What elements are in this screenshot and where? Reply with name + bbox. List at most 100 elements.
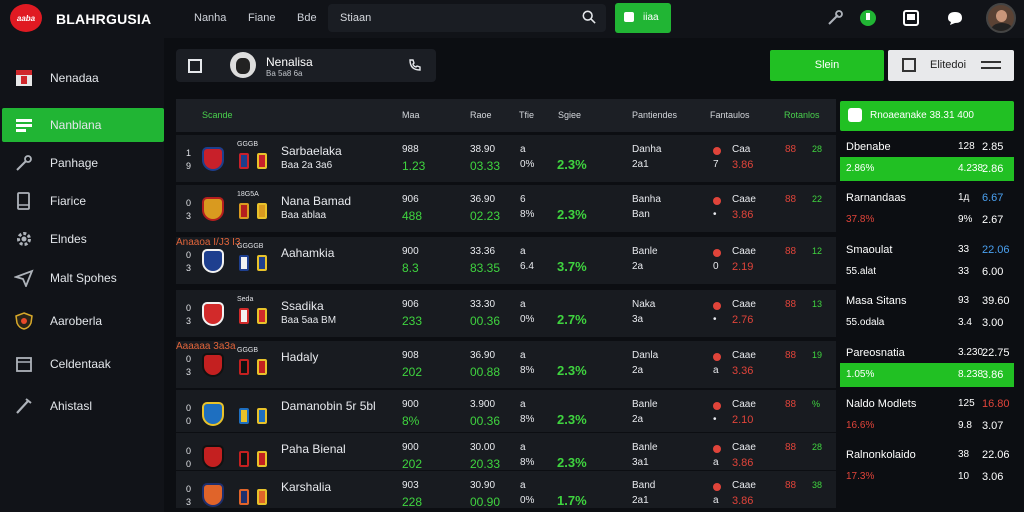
cell-tfie-1: a	[520, 399, 526, 410]
entry-value-2: 39.60	[982, 295, 1010, 307]
checkbox-icon[interactable]	[188, 59, 202, 73]
cell-fantaulos-2: a	[713, 365, 719, 376]
red-dot-icon	[713, 302, 721, 310]
entry-percent: 17.3%	[846, 471, 875, 482]
col-header[interactable]: Maa	[402, 110, 420, 120]
col-header[interactable]: Tfie	[519, 110, 535, 120]
sidebar-item-2[interactable]: Panhage	[2, 146, 164, 180]
table-header: Scande Maa Raoe Tfie Sgiee Pantiendes Fa…	[176, 99, 836, 132]
cell-tfie-1: a	[520, 299, 526, 310]
entry-value-1: 3.230	[958, 347, 984, 358]
cell-tfie-2: 8%	[520, 414, 535, 425]
sidebar-item-1[interactable]: Nanblana	[2, 108, 164, 142]
red-dot-icon	[713, 249, 721, 257]
team-name[interactable]: Aahamkia	[281, 246, 335, 260]
cell-raoe-1: 38.90	[470, 144, 496, 155]
col-header[interactable]: Rotanlos	[784, 110, 820, 120]
top-bar: aaba BLAHRGUSIA Nanha Fiane Bde Stiaan i…	[0, 0, 1024, 38]
sidebar-item-7[interactable]: Celdentaak	[2, 347, 164, 381]
right-panel-entry[interactable]: Rarnandaas 1д 6.67 37.8% 9% 2.67	[840, 184, 1014, 234]
cell-fantaulos-1: Caae	[732, 399, 756, 410]
team-name[interactable]: Hadaly	[281, 350, 319, 364]
cell-fantaulos-2: 7	[713, 159, 719, 170]
grid-icon	[16, 119, 32, 132]
cell-maa-2: 8%	[402, 414, 420, 428]
kit-icon	[257, 255, 267, 271]
col-header[interactable]: Fantaulos	[710, 110, 750, 120]
right-panel-entry[interactable]: Smaoulat 33 22.06 55.alat 33 6.00	[840, 236, 1014, 286]
user-avatar[interactable]	[986, 3, 1016, 33]
team-name[interactable]: Nana Bamad	[281, 194, 352, 208]
secondary-button[interactable]: Elitedoi	[888, 50, 1014, 81]
team-code: GGGB	[237, 347, 259, 354]
team-name[interactable]: Damanobin 5r 5bl	[281, 399, 376, 413]
sidebar-item-5[interactable]: Malt Spohes	[2, 261, 164, 295]
right-panel-entry[interactable]: Dbenabe 128 2.85 2.86% 4.238 2.86	[840, 133, 1014, 183]
team-name[interactable]: Karshalia	[281, 480, 332, 494]
logo[interactable]: aaba	[10, 4, 42, 32]
wrench-icon[interactable]	[826, 9, 844, 27]
sidebar-item-3[interactable]: Fiarice	[2, 184, 164, 218]
nav-item-1[interactable]: Nanha	[194, 12, 227, 24]
entry-percent: 55.odala	[846, 317, 885, 328]
right-panel-entry[interactable]: Masa Sitans 93 39.60 55.odala 3.4 3.00	[840, 287, 1014, 337]
status-icon[interactable]	[859, 9, 877, 27]
cell-maa-1: 988	[402, 144, 419, 155]
entry-value-2: 22.06	[982, 244, 1010, 256]
team-code: Seda	[237, 296, 254, 303]
phone-icon[interactable]	[408, 58, 422, 72]
team-subtitle: Baa ablaa	[281, 210, 327, 221]
live-button[interactable]: iiaa	[615, 3, 671, 33]
nav-item-3[interactable]: Bde	[297, 12, 317, 24]
kit-icon	[257, 359, 267, 375]
col-header[interactable]: Sgiee	[558, 110, 582, 120]
entry-percent: 1.05%	[846, 369, 875, 380]
right-panel-entry[interactable]: Naldo Modlets 125 16.80 16.6% 9.8 3.07	[840, 390, 1014, 440]
profile-subtitle: Ba 5a8 6a	[266, 69, 303, 78]
cell-raoe-1: 33.30	[470, 299, 496, 310]
right-panel-entry[interactable]: Pareosnatia 3.230 22.75 1.05% 8.238 3.86	[840, 339, 1014, 389]
entry-value-2: 6.67	[982, 192, 1004, 204]
team-name[interactable]: Sarbaelaka	[281, 144, 342, 158]
entry-bottom-line: 55.odala 3.4 3.00	[840, 311, 1014, 335]
cell-pantiendes-1: Danha	[632, 144, 662, 155]
right-panel-entry[interactable]: Ralnonkolaido 38 22.06 17.3% 10 3.06	[840, 441, 1014, 491]
cell-tfie-2: 6.4	[520, 261, 534, 272]
cell-raoe-1: 3.900	[470, 399, 496, 410]
cell-tfie-2: 0%	[520, 159, 535, 170]
chat-icon[interactable]	[946, 9, 964, 27]
primary-button[interactable]: Slein	[770, 50, 884, 81]
search-input[interactable]: Stiaan	[328, 4, 606, 32]
right-panel-header[interactable]: Rnoaeanake 38.31 400	[840, 101, 1014, 131]
nav-item-2[interactable]: Fiane	[248, 12, 276, 24]
sidebar-item-0[interactable]: Nenadaa	[2, 61, 164, 95]
window-icon[interactable]	[902, 9, 920, 27]
live-label: iiaa	[643, 12, 659, 23]
col-header[interactable]: Raoe	[470, 110, 492, 120]
search-icon[interactable]	[582, 10, 596, 24]
profile-bar[interactable]: Nenalisa Ba 5a8 6a	[176, 49, 436, 82]
cell-rotanlos-2: 19	[812, 350, 823, 360]
sidebar-item-6[interactable]: Aaroberla	[2, 304, 164, 338]
sidebar-item-4[interactable]: Elndes	[2, 222, 164, 256]
cell-rotanlos-2: 22	[812, 194, 823, 204]
cell-tfie-2: 8%	[520, 209, 535, 220]
entry-bottom-line: 37.8% 9% 2.67	[840, 208, 1014, 232]
sidebar-item-8[interactable]: Ahistasl	[2, 389, 164, 423]
cell-fantaulos-2: a	[713, 457, 719, 468]
cell-maa-1: 903	[402, 480, 419, 491]
col-header[interactable]: Pantiendes	[632, 110, 678, 120]
team-name[interactable]: Paha Bienal	[281, 442, 346, 456]
col-header[interactable]: Scande	[202, 110, 233, 120]
entry-value-1: 1д	[958, 192, 970, 203]
team-name[interactable]: Ssadika	[281, 299, 324, 313]
